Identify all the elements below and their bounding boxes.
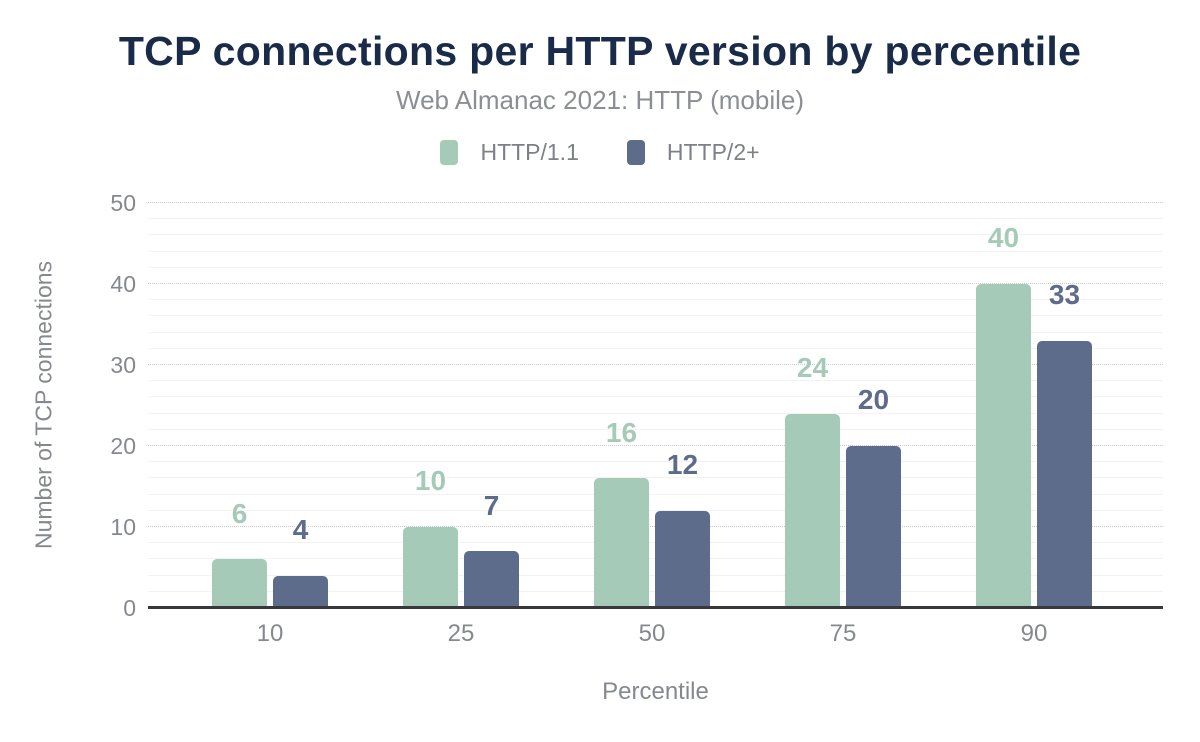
bar-http11-p75[interactable] [785, 413, 840, 608]
x-tick-50: 50 [638, 620, 666, 647]
bar-http2-p90[interactable] [1037, 340, 1092, 608]
gridline-minor-14 [148, 493, 1163, 495]
chart-title: TCP connections per HTTP version by perc… [118, 28, 1082, 74]
bar-http11-p50[interactable] [594, 478, 649, 608]
gridline-minor-22 [148, 428, 1163, 430]
bar-label-http11-p10: 6 [231, 497, 248, 529]
legend-item-http2[interactable]: HTTP/2+ [626, 139, 760, 166]
legend-swatch-http11-icon [440, 140, 459, 165]
bar-label-http2-p25: 7 [483, 489, 500, 521]
x-tick-90: 90 [1020, 620, 1048, 647]
y-tick-0: 0 [123, 595, 136, 621]
bar-label-http2-p10: 4 [292, 514, 309, 546]
bar-http2-p75[interactable] [846, 446, 901, 608]
bar-label-http11-p25: 10 [414, 465, 447, 497]
gridline-minor-36 [148, 315, 1163, 317]
gridline-minor-24 [148, 412, 1163, 414]
gridline-minor-18 [148, 461, 1163, 463]
y-axis-title: Number of TCP connections [30, 260, 57, 550]
gridline-minor-12 [148, 509, 1163, 511]
x-tick-75: 75 [829, 620, 857, 647]
bar-http2-p25[interactable] [464, 551, 519, 608]
gridline-minor-16 [148, 477, 1163, 479]
bar-label-http2-p90: 33 [1048, 279, 1081, 311]
x-axis-title: Percentile [602, 678, 709, 705]
plot-area: 6 4 10 7 16 12 24 20 40 33 [148, 202, 1163, 609]
bar-http11-p25[interactable] [403, 527, 458, 608]
chart-subtitle: Web Almanac 2021: HTTP (mobile) [396, 85, 804, 115]
legend-swatch-http2-icon [626, 140, 645, 165]
bar-http2-p10[interactable] [273, 575, 328, 608]
bar-label-http11-p50: 16 [605, 416, 638, 448]
legend-label-http11: HTTP/1.1 [480, 139, 579, 165]
bar-http11-p10[interactable] [212, 559, 267, 608]
gridline-minor-34 [148, 331, 1163, 333]
x-axis-line [148, 606, 1163, 609]
gridline-minor-26 [148, 396, 1163, 398]
bar-http2-p50[interactable] [655, 510, 710, 608]
y-tick-40: 40 [110, 271, 136, 297]
gridline-minor-28 [148, 380, 1163, 382]
x-tick-10: 10 [256, 620, 284, 647]
legend-item-http11[interactable]: HTTP/1.1 [440, 139, 579, 166]
bar-label-http11-p90: 40 [987, 222, 1020, 254]
gridline-minor-38 [148, 299, 1163, 301]
gridline-major-40 [148, 283, 1163, 284]
gridline-minor-42 [148, 266, 1163, 268]
bar-label-http2-p50: 12 [666, 449, 699, 481]
bar-label-http11-p75: 24 [796, 352, 829, 384]
bar-label-http2-p75: 20 [857, 384, 890, 416]
gridline-minor-32 [148, 347, 1163, 349]
y-tick-30: 30 [110, 352, 136, 378]
gridline-minor-46 [148, 234, 1163, 236]
y-tick-10: 10 [110, 514, 136, 540]
gridline-major-50 [148, 202, 1163, 203]
gridline-major-20 [148, 445, 1163, 446]
gridline-minor-48 [148, 218, 1163, 220]
gridline-minor-44 [148, 250, 1163, 252]
gridline-major-30 [148, 364, 1163, 365]
y-tick-50: 50 [110, 190, 136, 216]
bar-http11-p90[interactable] [976, 284, 1031, 608]
y-tick-20: 20 [110, 433, 136, 459]
x-tick-25: 25 [447, 620, 475, 647]
legend-label-http2: HTTP/2+ [666, 139, 760, 165]
legend: HTTP/1.1 HTTP/2+ [0, 139, 1200, 166]
